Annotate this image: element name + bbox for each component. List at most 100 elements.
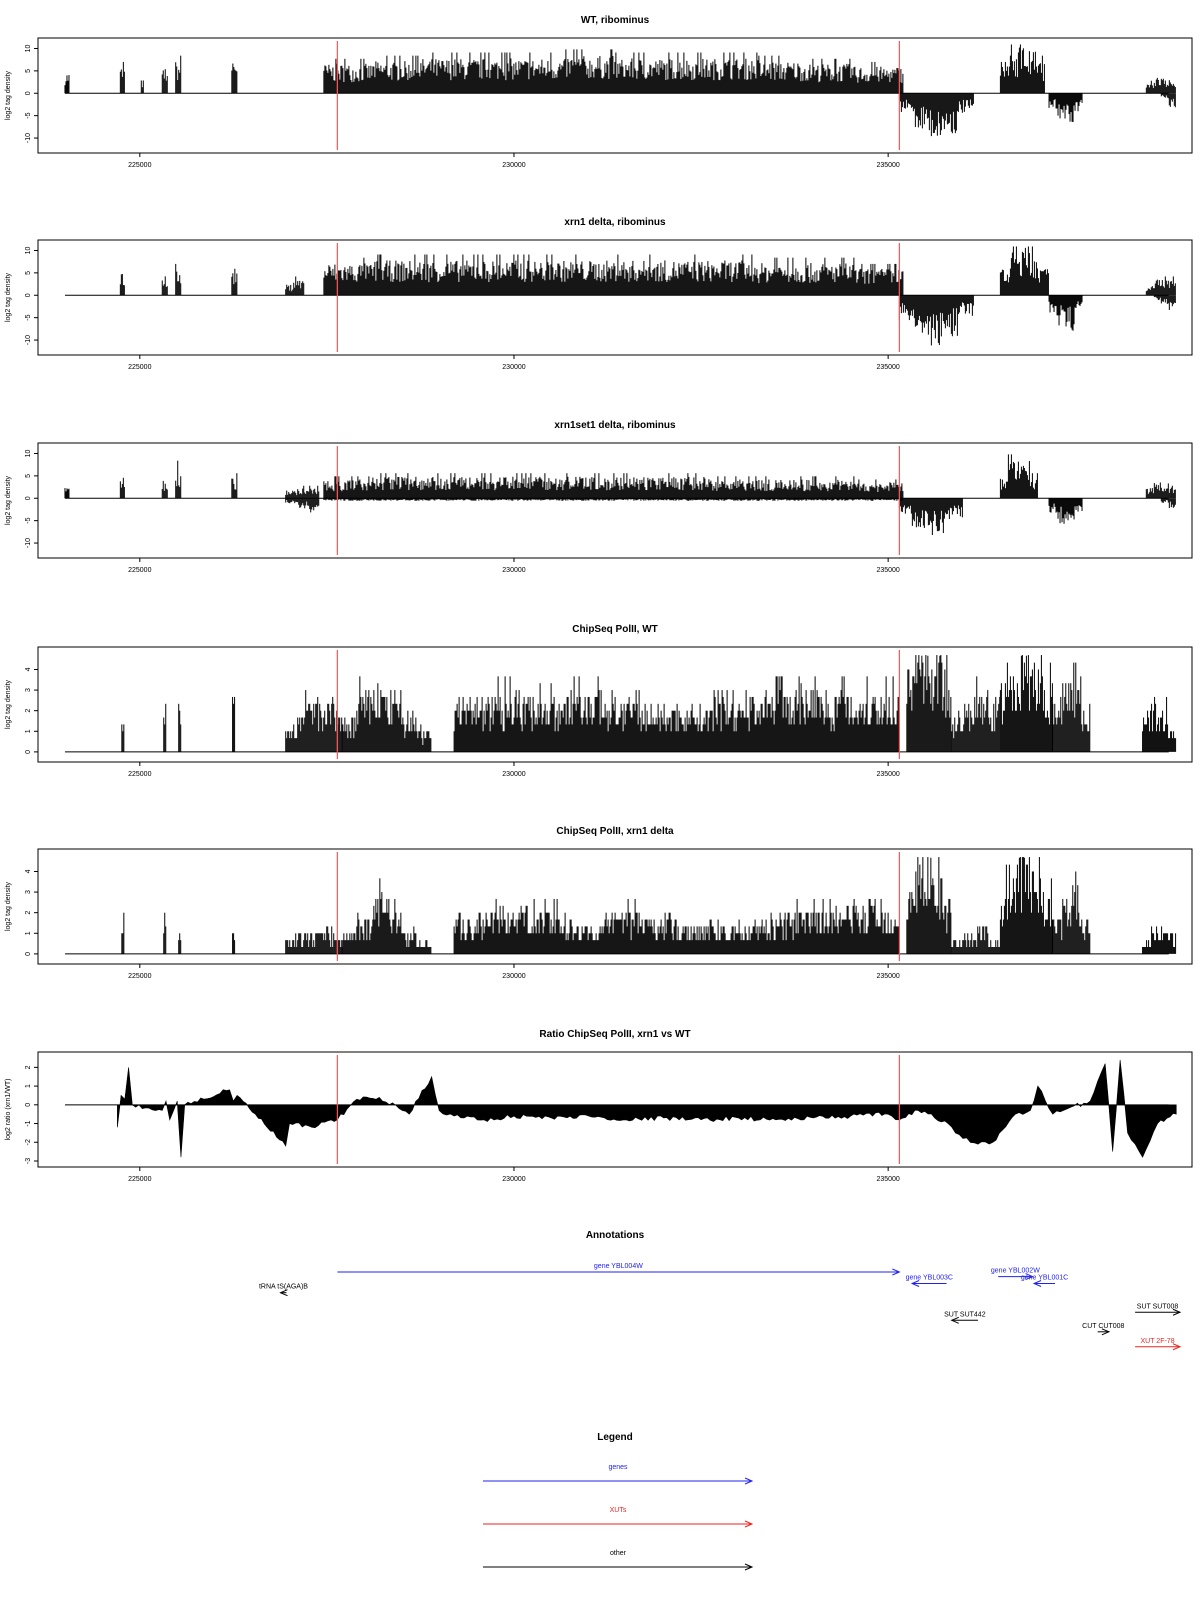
x-tick-label: 235000 bbox=[876, 364, 899, 371]
track-panel: WT, ribominus log2 tag density 10 5 0 -5 -10 22… bbox=[5, 15, 1193, 169]
track-panel: Ratio ChipSeq PolII, xrn1 vs WT log2 rati… bbox=[5, 1029, 1193, 1183]
arrow-head bbox=[744, 1563, 754, 1571]
legend-item: other bbox=[483, 1550, 754, 1571]
annotation-label: gene YBL002W bbox=[991, 1268, 1040, 1275]
y-tick-label: -10 bbox=[25, 538, 32, 548]
y-tick-label: 1 bbox=[25, 729, 32, 733]
x-tick-label: 230000 bbox=[502, 567, 525, 574]
series-data bbox=[121, 655, 1177, 752]
x-tick-label: 230000 bbox=[502, 162, 525, 169]
y-axis-label: log2 tag density bbox=[5, 475, 12, 525]
panel-frame bbox=[37, 37, 1193, 154]
arrow-head bbox=[1032, 1280, 1042, 1287]
y-tick-label: -3 bbox=[25, 1158, 32, 1164]
annotation-label: tRNA tS(AGA)B bbox=[259, 1284, 308, 1291]
x-tick-label: 225000 bbox=[128, 162, 151, 169]
y-tick-label: -10 bbox=[25, 133, 32, 143]
x-tick-label: 225000 bbox=[128, 364, 151, 371]
y-axis-label: log2 tag density bbox=[5, 70, 12, 120]
y-tick-label: 10 bbox=[25, 44, 32, 52]
y-tick-label: -2 bbox=[25, 1139, 32, 1145]
annotation-feature: gene YBL001C bbox=[1021, 1275, 1068, 1287]
panel-frame bbox=[37, 646, 1193, 763]
y-tick-label: 5 bbox=[25, 474, 32, 478]
y-tick-label: 1 bbox=[25, 1084, 32, 1088]
panel-title: Ratio ChipSeq PolII, xrn1 vs WT bbox=[539, 1029, 690, 1040]
panel-title: ChipSeq PolII, WT bbox=[572, 624, 658, 635]
arrow-head bbox=[1172, 1308, 1182, 1316]
y-axis-label: log2 tag density bbox=[5, 272, 12, 322]
x-tick-label: 230000 bbox=[502, 1176, 525, 1183]
x-tick-label: 230000 bbox=[502, 364, 525, 371]
ratio-area bbox=[117, 1059, 1177, 1158]
y-tick-label: 0 bbox=[25, 1103, 32, 1107]
annotation-feature: gene YBL002W bbox=[991, 1268, 1040, 1281]
annotation-label: XUT 2F-78 bbox=[1140, 1338, 1174, 1345]
y-tick-label: 0 bbox=[25, 293, 32, 297]
x-tick-label: 230000 bbox=[502, 973, 525, 980]
y-tick-label: -1 bbox=[25, 1120, 32, 1126]
y-tick-label: 10 bbox=[25, 246, 32, 254]
series-data bbox=[117, 1059, 1177, 1158]
y-tick-label: 2 bbox=[25, 709, 32, 713]
panel-frame bbox=[37, 442, 1193, 559]
series-data bbox=[64, 454, 1176, 536]
panel-title: xrn1 delta, ribominus bbox=[564, 217, 666, 228]
y-tick-label: 1 bbox=[25, 931, 32, 935]
y-tick-label: 0 bbox=[25, 496, 32, 500]
annotation-feature: SUT SUT442 bbox=[944, 1311, 986, 1324]
panel-frame bbox=[37, 1051, 1193, 1168]
y-tick-label: 0 bbox=[25, 750, 32, 754]
annotation-label: gene YBL003C bbox=[906, 1275, 953, 1282]
y-tick-label: 2 bbox=[25, 1065, 32, 1069]
track-panel: xrn1 delta, ribominus log2 tag density 10 5… bbox=[5, 217, 1193, 371]
annotation-feature: CUT CUT008 bbox=[1082, 1323, 1125, 1336]
track-panel: ChipSeq PolII, xrn1 delta log2 tag densit… bbox=[5, 826, 1193, 980]
arrow-head bbox=[910, 1280, 920, 1287]
x-tick-label: 225000 bbox=[128, 973, 151, 980]
legend-item: XUTs bbox=[483, 1507, 754, 1528]
y-tick-label: 4 bbox=[25, 667, 32, 671]
series-data bbox=[119, 246, 1176, 346]
legend-label: other bbox=[610, 1550, 627, 1557]
annotation-label: SUT SUT442 bbox=[944, 1311, 986, 1318]
y-tick-label: 2 bbox=[25, 911, 32, 915]
arrow-head bbox=[1101, 1328, 1111, 1336]
y-tick-label: -5 bbox=[25, 112, 32, 118]
y-axis-label: log2 ratio (xrn1/WT) bbox=[5, 1079, 12, 1141]
y-axis-label: log2 tag density bbox=[5, 881, 12, 931]
panel-title: xrn1set1 delta, ribominus bbox=[554, 420, 676, 431]
x-tick-label: 230000 bbox=[502, 771, 525, 778]
x-tick-label: 235000 bbox=[876, 771, 899, 778]
legend-label: XUTs bbox=[610, 1507, 627, 1514]
panel-title: ChipSeq PolII, xrn1 delta bbox=[556, 826, 674, 837]
x-tick-label: 225000 bbox=[128, 567, 151, 574]
y-tick-label: 0 bbox=[25, 952, 32, 956]
track-panel: xrn1set1 delta, ribominus log2 tag densit… bbox=[5, 420, 1193, 574]
arrow-head bbox=[279, 1289, 288, 1297]
series-data bbox=[121, 857, 1177, 954]
arrow-head bbox=[1172, 1343, 1182, 1351]
y-axis-label: log2 tag density bbox=[5, 679, 12, 729]
legend-label: genes bbox=[608, 1464, 628, 1471]
annotation-label: gene YBL004W bbox=[594, 1263, 643, 1270]
y-tick-label: 3 bbox=[25, 890, 32, 894]
x-tick-label: 225000 bbox=[128, 771, 151, 778]
y-tick-label: 5 bbox=[25, 271, 32, 275]
series-data bbox=[64, 44, 1176, 137]
arrow-head bbox=[892, 1268, 901, 1276]
y-tick-label: 5 bbox=[25, 69, 32, 73]
legend-items: genes XUTs other bbox=[483, 1464, 754, 1571]
annotation-feature: SUT SUT008 bbox=[1135, 1303, 1182, 1316]
legend-item: genes bbox=[483, 1464, 754, 1485]
y-tick-label: -5 bbox=[25, 517, 32, 523]
annotation-feature: tRNA tS(AGA)B bbox=[259, 1284, 308, 1297]
panel-frame bbox=[37, 239, 1193, 356]
y-tick-label: 10 bbox=[25, 449, 32, 457]
annotation-label: SUT SUT008 bbox=[1137, 1303, 1179, 1310]
y-tick-label: -10 bbox=[25, 335, 32, 345]
arrow-head bbox=[744, 1477, 754, 1485]
x-tick-label: 235000 bbox=[876, 1176, 899, 1183]
